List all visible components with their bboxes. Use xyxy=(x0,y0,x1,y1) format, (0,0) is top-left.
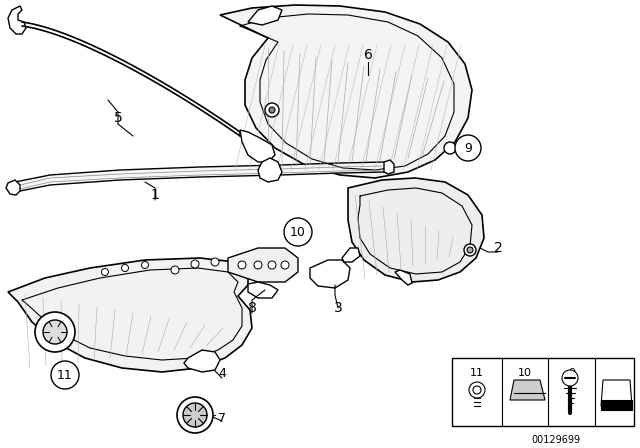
Bar xyxy=(452,358,634,426)
Circle shape xyxy=(265,103,279,117)
Circle shape xyxy=(268,261,276,269)
Polygon shape xyxy=(248,6,282,25)
Text: 1: 1 xyxy=(150,188,159,202)
Polygon shape xyxy=(348,178,484,282)
Text: 9: 9 xyxy=(464,142,472,155)
Polygon shape xyxy=(228,248,298,282)
Circle shape xyxy=(473,386,481,394)
Text: 11: 11 xyxy=(470,368,484,378)
Circle shape xyxy=(562,370,578,386)
Polygon shape xyxy=(8,258,252,372)
Polygon shape xyxy=(510,380,545,400)
Text: 8: 8 xyxy=(248,301,257,315)
Circle shape xyxy=(122,264,129,271)
Polygon shape xyxy=(248,282,278,298)
Polygon shape xyxy=(15,162,385,192)
Polygon shape xyxy=(601,400,632,410)
Circle shape xyxy=(455,135,481,161)
Text: 3: 3 xyxy=(333,301,342,315)
Polygon shape xyxy=(395,270,412,285)
Text: 11: 11 xyxy=(57,369,73,382)
Polygon shape xyxy=(6,180,20,195)
Circle shape xyxy=(102,268,109,276)
Circle shape xyxy=(35,312,75,352)
Circle shape xyxy=(191,260,199,268)
Circle shape xyxy=(238,261,246,269)
Polygon shape xyxy=(220,5,472,178)
Circle shape xyxy=(469,382,485,398)
Circle shape xyxy=(51,361,79,389)
Circle shape xyxy=(254,261,262,269)
Circle shape xyxy=(467,247,473,253)
Text: 9: 9 xyxy=(568,368,575,378)
Circle shape xyxy=(171,266,179,274)
Circle shape xyxy=(177,397,213,433)
Polygon shape xyxy=(601,380,632,406)
Polygon shape xyxy=(310,260,350,288)
Text: 10: 10 xyxy=(518,368,532,378)
Text: 10: 10 xyxy=(290,225,306,238)
Text: 00129699: 00129699 xyxy=(531,435,580,445)
Text: 4: 4 xyxy=(218,366,226,379)
Circle shape xyxy=(464,244,476,256)
Polygon shape xyxy=(240,130,275,162)
Text: 5: 5 xyxy=(114,111,122,125)
Polygon shape xyxy=(258,158,282,182)
Circle shape xyxy=(211,258,219,266)
Circle shape xyxy=(183,403,207,427)
Text: 6: 6 xyxy=(364,48,372,62)
Circle shape xyxy=(43,320,67,344)
Polygon shape xyxy=(8,6,26,34)
Circle shape xyxy=(281,261,289,269)
Text: 7: 7 xyxy=(218,412,226,425)
Polygon shape xyxy=(184,350,220,372)
Circle shape xyxy=(444,142,456,154)
Polygon shape xyxy=(384,160,394,174)
Text: 2: 2 xyxy=(493,241,502,255)
Polygon shape xyxy=(342,248,360,262)
Circle shape xyxy=(269,107,275,113)
Circle shape xyxy=(284,218,312,246)
Circle shape xyxy=(141,262,148,268)
